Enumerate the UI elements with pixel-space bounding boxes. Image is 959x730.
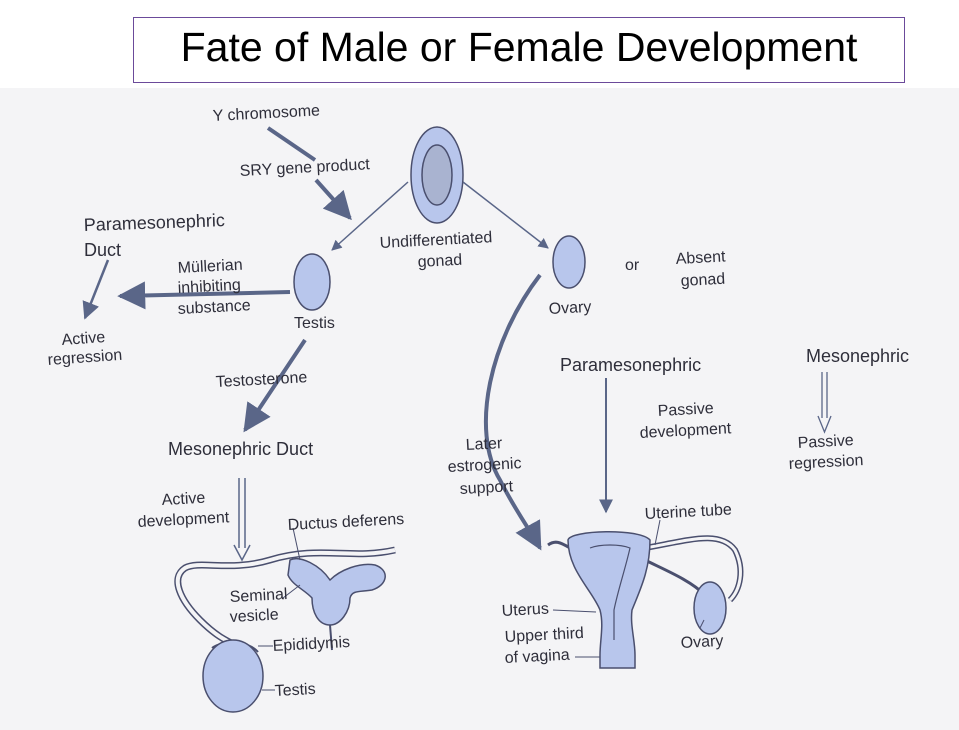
epididymis-label: Epididymis [272, 634, 350, 655]
estrogenic-label: estrogenic [447, 455, 522, 476]
ovary-icon [552, 235, 586, 289]
y-chromosome-arrow [266, 126, 317, 162]
ductus-deferens-label: Ductus deferens [287, 511, 404, 534]
undifferentiated-label: Undifferentiated [379, 229, 492, 252]
later-label: Later [465, 435, 503, 454]
title-box: Fate of Male or Female Development [133, 17, 905, 83]
gonad-label: gonad [417, 252, 462, 271]
absent-gonad-label-2: gonad [680, 271, 725, 290]
mesonephric-female-arrow [817, 372, 832, 434]
active-regression-label-2: regression [47, 347, 123, 369]
mis-label-2: inhibiting [177, 277, 241, 297]
passive-regression-label-2: regression [788, 452, 863, 473]
male-reproductive-tract-icon [174, 527, 396, 713]
mis-arrow [117, 281, 291, 310]
passive-development-label-2: development [639, 420, 732, 442]
testis-label-bottom: Testis [274, 681, 316, 700]
active-development-label-2: development [137, 509, 230, 531]
support-label: support [459, 478, 514, 498]
slide-title: Fate of Male or Female Development [180, 24, 858, 70]
testosterone-label: Testosterone [215, 369, 307, 391]
seminal-vesicle-label-1: Seminal [229, 586, 288, 606]
undifferentiated-gonad-icon [410, 126, 464, 224]
testis-icon [293, 253, 331, 311]
ovary-label-top: Ovary [548, 299, 592, 318]
mesonephric-duct-label: Mesonephric Duct [168, 439, 313, 459]
or-label: or [625, 257, 640, 274]
mis-label-1: Müllerian [177, 257, 243, 277]
active-development-arrow [233, 478, 251, 562]
female-reproductive-tract-icon [547, 519, 744, 669]
estrogenic-support-arrow [483, 273, 542, 551]
mesonephric-label: Mesonephric [806, 346, 909, 366]
passive-development-label-1: Passive [657, 400, 714, 420]
active-development-label-1: Active [161, 490, 206, 509]
paramesonephric-duct-label: Paramesonephric [83, 210, 225, 235]
absent-gonad-label-1: Absent [675, 248, 726, 268]
uterus-label: Uterus [501, 601, 549, 620]
seminal-vesicle-label-2: vesicle [229, 606, 279, 626]
passive-regression-label-1: Passive [797, 432, 854, 452]
mis-label-3: substance [177, 297, 251, 318]
sry-label: SRY gene product [239, 156, 370, 180]
testis-label-top: Testis [294, 315, 335, 332]
upper-third-label-2: of vagina [504, 647, 570, 667]
sry-arrow [314, 178, 352, 221]
paramesonephric-duct-arrow [82, 259, 110, 320]
gonad-to-ovary-arrow [462, 181, 549, 249]
upper-third-label-1: Upper third [504, 625, 584, 646]
paramesonephric-duct-label-2: Duct [84, 240, 121, 260]
y-chromosome-label: Y chromosome [212, 102, 320, 125]
testosterone-arrow [243, 338, 307, 433]
active-regression-label-1: Active [61, 329, 106, 349]
uterine-tube-label: Uterine tube [644, 501, 732, 523]
ovary-label-bottom: Ovary [680, 633, 724, 652]
gonad-to-testis-arrow [331, 181, 409, 251]
paramesonephric-label: Paramesonephric [560, 355, 701, 375]
